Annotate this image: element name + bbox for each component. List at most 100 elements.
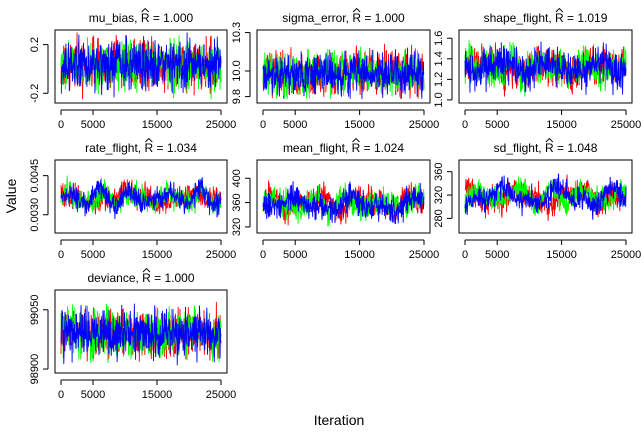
y-tick-label: 1.6	[433, 31, 445, 46]
panel-title: mu_bias, R = 1.000	[89, 11, 194, 25]
panel-title: mean_flight, R = 1.024	[283, 141, 404, 155]
y-tick-label: 10.0	[231, 60, 243, 81]
chain-1-trace	[464, 42, 627, 97]
y-axis-label: Value	[3, 178, 19, 213]
x-tick-label: 25000	[611, 119, 641, 131]
y-tick-label: 9.8	[231, 89, 243, 104]
rhat-symbol: R	[144, 141, 153, 155]
y-tick-label: 280	[433, 209, 445, 227]
y-tick-label: 0.0030	[29, 198, 41, 232]
y-tick-label: 10.3	[231, 22, 243, 43]
x-tick-label: 15000	[142, 119, 173, 131]
plot-frame	[54, 159, 228, 234]
x-tick-label: 5000	[81, 119, 105, 131]
x-tick-label: 25000	[206, 389, 237, 401]
y-tick-label: 98900	[29, 354, 41, 385]
x-tick-label: 5000	[81, 389, 105, 401]
trace-lines	[262, 180, 425, 227]
plot-frame	[54, 289, 228, 374]
plot-frame	[458, 29, 633, 104]
y-tick-label: 0.0045	[29, 159, 41, 193]
chain-3-trace	[60, 303, 222, 366]
y-axis: 0.0030 0.0045	[29, 159, 49, 232]
rhat-value: = 1.034	[153, 141, 197, 155]
plot-frame	[256, 29, 431, 104]
x-axis: 0 5000 15000 25000	[260, 109, 440, 131]
panel-shape-flight: shape_flight, R = 1.019 0 5000 15000 25000 1.…	[433, 7, 641, 131]
y-axis: 280 320 360	[433, 163, 453, 228]
plot-frame	[54, 29, 228, 104]
x-tick-label: 25000	[206, 249, 237, 261]
x-tick-label: 25000	[611, 249, 641, 261]
panel-title: shape_flight, R = 1.019	[484, 11, 608, 25]
x-tick-label: 0	[462, 249, 468, 261]
x-tick-label: 0	[462, 119, 468, 131]
panel-title-name: shape_flight,	[484, 11, 555, 25]
x-tick-label: 5000	[81, 249, 105, 261]
rhat-symbol: R	[141, 11, 150, 25]
y-tick-label: 320	[433, 186, 445, 204]
x-tick-label: 0	[58, 119, 64, 131]
panel-title-name: rate_flight,	[85, 141, 144, 155]
trace-lines	[464, 173, 627, 221]
chain-3-trace	[262, 181, 425, 225]
rhat-hat	[145, 137, 153, 143]
trace-lines	[60, 175, 222, 220]
y-axis: 1.0 1.2 1.4 1.6	[433, 31, 453, 108]
chain-3-trace	[464, 173, 627, 220]
y-tick-label: 1.4	[433, 51, 445, 66]
x-tick-label: 0	[260, 249, 266, 261]
y-tick-label: 99050	[29, 294, 41, 325]
panel-title: sd_flight, R = 1.048	[494, 141, 598, 155]
rhat-symbol: R	[142, 271, 151, 285]
x-tick-label: 25000	[409, 119, 440, 131]
panel-title-name: mean_flight,	[283, 141, 352, 155]
x-tick-label: 5000	[283, 119, 307, 131]
y-axis: 320 360 400	[231, 169, 251, 236]
x-tick-label: 5000	[485, 119, 509, 131]
x-axis: 0 5000 15000 25000	[58, 109, 237, 131]
rhat-value: = 1.048	[554, 141, 598, 155]
rhat-hat	[141, 7, 149, 13]
rhat-hat	[545, 137, 554, 143]
y-axis: -0.2 0.2	[29, 37, 49, 103]
x-tick-label: 5000	[485, 249, 509, 261]
y-tick-label: 360	[231, 193, 243, 211]
x-axis: 0 5000 15000 25000	[58, 239, 237, 261]
y-tick-label: 360	[433, 163, 445, 181]
x-tick-label: 15000	[546, 249, 577, 261]
rhat-hat	[555, 7, 564, 13]
rhat-hat	[352, 137, 360, 143]
y-tick-label: 320	[231, 218, 243, 236]
plot-frame	[256, 159, 431, 234]
rhat-value: = 1.024	[360, 141, 404, 155]
x-tick-label: 0	[260, 119, 266, 131]
x-tick-label: 25000	[206, 119, 237, 131]
x-tick-label: 0	[58, 249, 64, 261]
trace-lines	[262, 43, 425, 100]
rhat-symbol: R	[545, 141, 554, 155]
rhat-value: = 1.000	[151, 271, 195, 285]
panel-title-name: sd_flight,	[494, 141, 545, 155]
rhat-value: = 1.000	[149, 11, 193, 25]
x-axis: 0 5000 15000 25000	[462, 239, 641, 261]
panel-title-name: mu_bias,	[89, 11, 141, 25]
rhat-hat	[352, 7, 361, 13]
x-tick-label: 15000	[546, 119, 577, 131]
panel-title: deviance, R = 1.000	[87, 271, 194, 285]
chain-3-trace	[60, 32, 222, 98]
x-tick-label: 5000	[283, 249, 307, 261]
trace-lines	[60, 32, 222, 100]
rhat-hat	[142, 267, 151, 273]
trace-lines	[60, 302, 222, 366]
y-tick-label: 1.2	[433, 72, 445, 87]
x-tick-label: 25000	[409, 249, 440, 261]
panel-title-name: sigma_error,	[282, 11, 352, 25]
rhat-symbol: R	[352, 11, 361, 25]
y-tick-label: 400	[231, 169, 243, 187]
chain-3-trace	[464, 41, 627, 96]
rhat-symbol: R	[352, 141, 361, 155]
trace-panels: mu_bias, R = 1.000 0 5000 15000 25000 -0.2 0.2…	[29, 7, 641, 401]
x-axis: 0 5000 15000 25000	[462, 109, 641, 131]
